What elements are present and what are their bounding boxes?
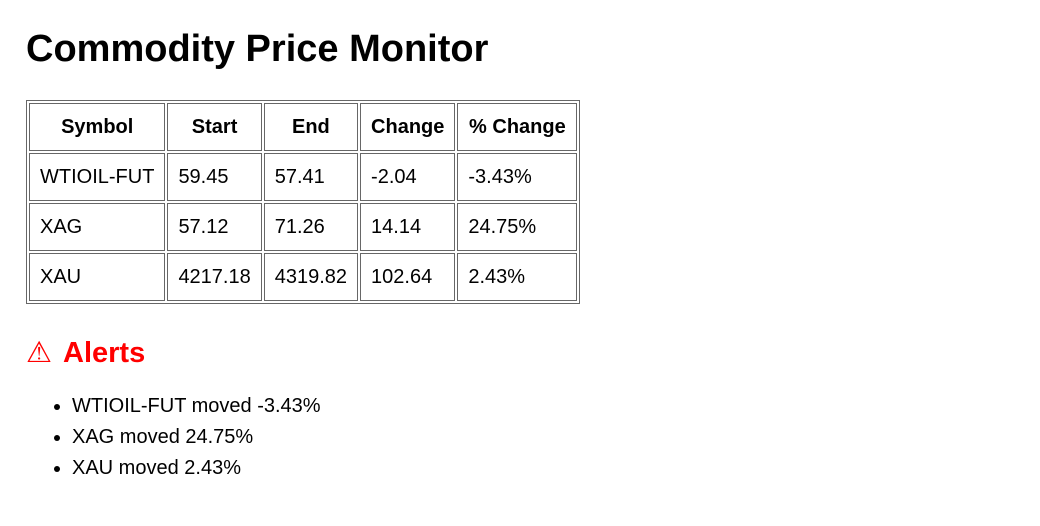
cell-start: 57.12 [167, 203, 262, 251]
table-row: XAG 57.12 71.26 14.14 24.75% [29, 203, 578, 251]
col-header-change: Change [360, 103, 456, 151]
alerts-list: WTIOIL-FUT moved -3.43% XAG moved 24.75%… [26, 394, 1040, 480]
cell-change: 102.64 [360, 253, 456, 301]
cell-pct-change: -3.43% [457, 153, 578, 201]
price-table: Symbol Start End Change % Change WTIOIL-… [26, 100, 581, 304]
cell-symbol: WTIOIL-FUT [29, 153, 166, 201]
alert-item: XAG moved 24.75% [72, 425, 1040, 449]
cell-end: 57.41 [263, 153, 359, 201]
page-title: Commodity Price Monitor [26, 28, 489, 70]
table-row: WTIOIL-FUT 59.45 57.41 -2.04 -3.43% [29, 153, 578, 201]
col-header-end: End [263, 103, 359, 151]
alerts-title: Alerts [63, 337, 146, 369]
cell-symbol: XAU [29, 253, 166, 301]
col-header-symbol: Symbol [29, 103, 166, 151]
warning-icon: ⚠ [26, 336, 52, 369]
cell-symbol: XAG [29, 203, 166, 251]
cell-start: 4217.18 [167, 253, 262, 301]
cell-pct-change: 24.75% [457, 203, 578, 251]
cell-end: 4319.82 [263, 253, 359, 301]
alert-item: XAU moved 2.43% [72, 456, 1040, 480]
cell-pct-change: 2.43% [457, 253, 578, 301]
alert-item: WTIOIL-FUT moved -3.43% [72, 394, 1040, 418]
cell-end: 71.26 [263, 203, 359, 251]
cell-change: 14.14 [360, 203, 456, 251]
col-header-start: Start [167, 103, 262, 151]
table-header-row: Symbol Start End Change % Change [29, 103, 578, 151]
alerts-heading: ⚠ Alerts [26, 336, 1040, 370]
table-row: XAU 4217.18 4319.82 102.64 2.43% [29, 253, 578, 301]
cell-change: -2.04 [360, 153, 456, 201]
col-header-pct-change: % Change [457, 103, 578, 151]
cell-start: 59.45 [167, 153, 262, 201]
